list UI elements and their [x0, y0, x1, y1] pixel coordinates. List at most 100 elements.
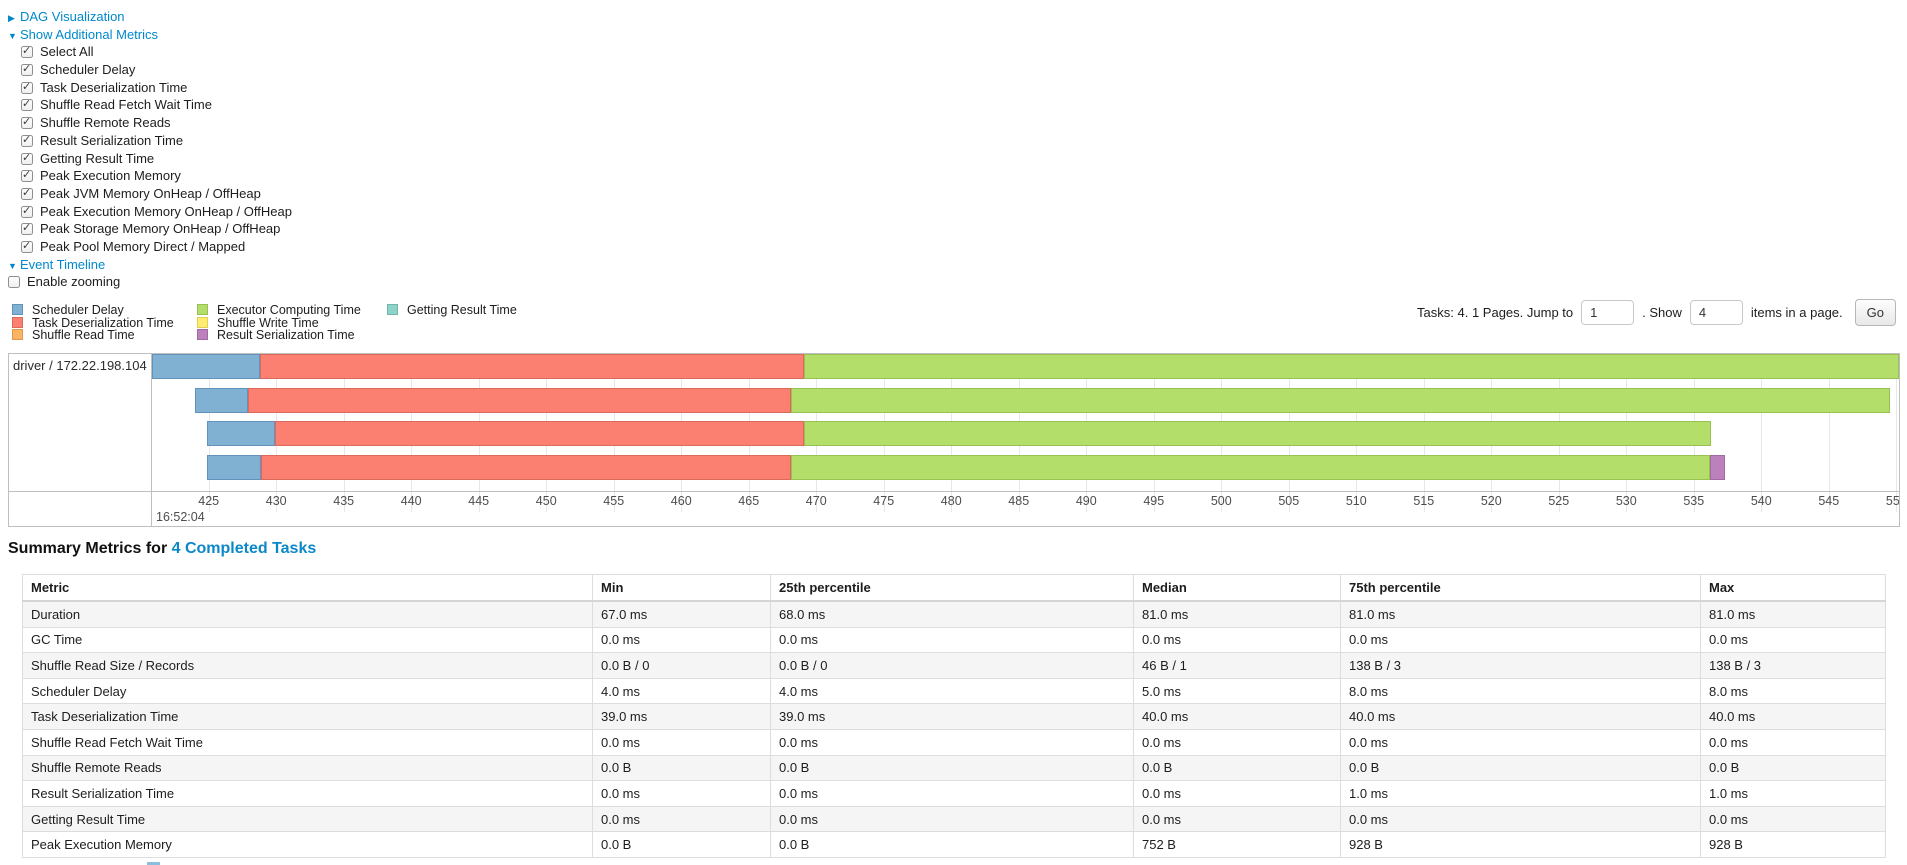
check-mark-icon: ✓	[22, 80, 32, 93]
checkbox-checked-icon[interactable]: ✓	[21, 169, 33, 183]
summary-header-cell: 25th percentile	[770, 574, 1134, 602]
value-cell: 46 B / 1	[1133, 652, 1341, 679]
check-mark-icon: ✓	[22, 169, 32, 182]
value-cell: 0.0 B	[770, 754, 1134, 782]
value-cell: 0.0 ms	[1700, 626, 1886, 654]
task-0-task_deserialization-bar[interactable]	[260, 354, 805, 379]
axis-separator-line	[9, 491, 1899, 492]
summary-row: Scheduler Delay 4.0 ms 4.0 ms 5.0 ms 8.0 ms 8…	[22, 677, 1886, 705]
checkbox-label: Peak JVM Memory OnHeap / OffHeap	[40, 185, 261, 201]
metric-checkbox-row[interactable]: ✓ Peak JVM Memory OnHeap / OffHeap	[8, 185, 292, 203]
metric-cell: Shuffle Remote Reads	[22, 754, 593, 782]
value-cell: 39.0 ms	[592, 703, 771, 730]
show-additional-metrics-toggle[interactable]: ▼ Show Additional Metrics	[8, 26, 292, 44]
checkbox-checked-icon[interactable]: ✓	[21, 116, 33, 130]
value-cell: 0.0 B	[1340, 754, 1701, 782]
caret-right-icon: ▶	[8, 13, 15, 23]
axis-tick-label: 465	[738, 494, 760, 508]
additional-metrics-checkbox-list: ✓ Select All ✓ Scheduler Delay ✓ Task Deseria…	[8, 43, 292, 255]
axis-tick-label: 455	[603, 494, 625, 508]
checkbox-checked-icon[interactable]: ✓	[21, 205, 33, 218]
task-0-scheduler_delay-bar[interactable]	[152, 354, 260, 379]
items-in-page-text: items in a page.	[1750, 304, 1843, 320]
check-mark-icon: ✓	[22, 186, 32, 199]
value-cell: 928 B	[1700, 831, 1886, 858]
metric-cell: Shuffle Read Fetch Wait Time	[22, 728, 593, 756]
summary-row: Duration 67.0 ms 68.0 ms 81.0 ms 81.0 ms 81.0…	[22, 600, 1886, 628]
task-2-scheduler_delay-bar[interactable]	[207, 421, 275, 446]
checkbox-checked-icon[interactable]: ✓	[21, 152, 33, 165]
enable-zooming-row[interactable]: Enable zooming	[8, 273, 292, 291]
legend-column: Scheduler Delay Task Deserialization Time…	[12, 304, 174, 342]
metric-cell: Scheduler Delay	[22, 677, 593, 705]
checkbox-checked-icon[interactable]: ✓	[21, 222, 33, 236]
metric-checkbox-row[interactable]: ✓ Select All	[8, 43, 292, 61]
metric-checkbox-row[interactable]: ✓ Peak Execution Memory OnHeap / OffHeap	[8, 203, 292, 221]
axis-gridline	[1896, 354, 1898, 512]
dag-visualization-toggle[interactable]: ▶ DAG Visualization	[8, 8, 292, 26]
checkbox-checked-icon[interactable]: ✓	[21, 240, 33, 253]
task-3-result_serialization-bar[interactable]	[1709, 454, 1725, 480]
task-3-task_deserialization-bar[interactable]	[261, 454, 791, 480]
items-per-page-input[interactable]	[1689, 299, 1743, 325]
metric-checkbox-row[interactable]: ✓ Peak Execution Memory	[8, 167, 292, 185]
show-additional-metrics-label[interactable]: Show Additional Metrics	[20, 26, 159, 42]
checkbox-checked-icon[interactable]: ✓	[21, 63, 33, 77]
value-cell: 0.0 ms	[770, 626, 1134, 654]
value-cell: 4.0 ms	[592, 677, 771, 705]
metric-checkbox-row[interactable]: ✓ Shuffle Remote Reads	[8, 114, 292, 132]
metric-checkbox-row[interactable]: ✓ Peak Storage Memory OnHeap / OffHeap	[8, 220, 292, 238]
axis-time-label: 16:52:04	[156, 510, 205, 524]
value-cell: 40.0 ms	[1133, 703, 1341, 730]
task-2-task_deserialization-bar[interactable]	[274, 421, 805, 446]
event-timeline-toggle[interactable]: ▼ Event Timeline	[8, 256, 292, 274]
scheduler_delay-swatch-icon	[12, 304, 23, 315]
summary-row: Peak Execution Memory 0.0 B 0.0 B 752 B 928 …	[22, 831, 1886, 858]
value-cell: 0.0 ms	[1133, 626, 1341, 654]
checkbox-unchecked-icon[interactable]	[8, 276, 20, 289]
tasks-count-text: Tasks: 4. 1 Pages. Jump to	[1417, 304, 1574, 320]
task-1-scheduler_delay-bar[interactable]	[195, 387, 248, 413]
metric-checkbox-row[interactable]: ✓ Getting Result Time	[8, 150, 292, 168]
checkbox-checked-icon[interactable]: ✓	[21, 186, 33, 200]
legend-item-scheduler_delay: Scheduler Delay	[12, 304, 174, 317]
dag-visualization-label[interactable]: DAG Visualization	[20, 9, 125, 24]
task-3-executor_computing-bar[interactable]	[790, 454, 1710, 480]
axis-tick-label: 450	[535, 494, 557, 508]
metric-checkbox-row[interactable]: ✓ Scheduler Delay	[8, 61, 292, 79]
summary-header-cell: Median	[1133, 574, 1341, 602]
checkbox-label: Result Serialization Time	[40, 132, 184, 148]
checkbox-label: Select All	[40, 44, 94, 60]
task-3-scheduler_delay-bar[interactable]	[207, 454, 262, 480]
metric-checkbox-row[interactable]: ✓ Task Deserialization Time	[8, 79, 292, 97]
checkbox-checked-icon[interactable]: ✓	[21, 134, 33, 147]
checkbox-checked-icon[interactable]: ✓	[21, 45, 33, 59]
metric-checkbox-row[interactable]: ✓ Shuffle Read Fetch Wait Time	[8, 96, 292, 114]
task-1-executor_computing-bar[interactable]	[790, 387, 1890, 413]
task-0-executor_computing-bar[interactable]	[804, 354, 1899, 379]
timeline-plot-area: 16:52:04 425 430 435 440 445 450 455 460 465 470 4…	[152, 354, 1899, 526]
value-cell: 0.0 ms	[1340, 626, 1701, 654]
task-1-task_deserialization-bar[interactable]	[247, 387, 791, 413]
legend-label: Getting Result Time	[407, 303, 517, 317]
axis-tick-label: 500	[1210, 494, 1232, 508]
metric-cell: Peak Execution Memory	[22, 831, 593, 858]
checkbox-checked-icon[interactable]: ✓	[21, 98, 33, 112]
legend-item-result_serialization: Result Serialization Time	[197, 329, 361, 342]
completed-tasks-link[interactable]: 4 Completed Tasks	[171, 540, 317, 557]
metric-checkbox-row[interactable]: ✓ Result Serialization Time	[8, 132, 292, 150]
go-button[interactable]: Go	[1854, 298, 1896, 326]
value-cell: 752 B	[1133, 831, 1341, 858]
jump-to-page-input[interactable]	[1581, 299, 1635, 325]
checkbox-checked-icon[interactable]: ✓	[21, 80, 33, 94]
task-2-executor_computing-bar[interactable]	[804, 421, 1712, 446]
shuffle_write-swatch-icon	[197, 316, 208, 328]
axis-tick-label: 545	[1818, 494, 1840, 508]
metric-checkbox-row[interactable]: ✓ Peak Pool Memory Direct / Mapped	[8, 238, 292, 256]
value-cell: 138 B / 3	[1700, 652, 1886, 679]
legend-item-shuffle_write: Shuffle Write Time	[197, 316, 361, 330]
axis-tick-label: 445	[468, 494, 490, 508]
event-timeline-label[interactable]: Event Timeline	[20, 256, 106, 272]
value-cell: 0.0 B	[770, 831, 1134, 858]
value-cell: 8.0 ms	[1340, 677, 1701, 705]
